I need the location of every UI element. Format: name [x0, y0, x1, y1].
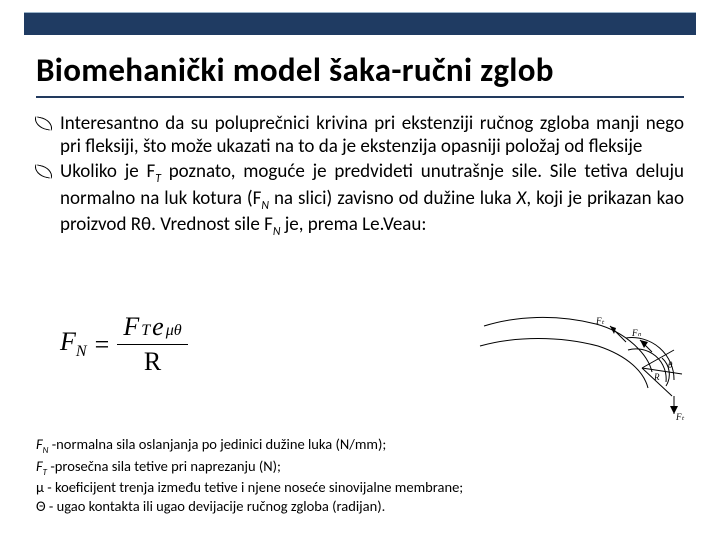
p2-var-x: X [517, 187, 527, 210]
p2-e: je, prema Le.Veau: [280, 213, 426, 236]
bullet-paragraph-2: Ukoliko je FT poznato, moguće je predvid… [36, 160, 684, 238]
legend-l1-F: F [36, 435, 43, 453]
formula-eq: = [95, 330, 110, 360]
slide: Biomehanički model šaka-ručni zglob Inte… [0, 0, 720, 540]
p2-c: na slici) zavisno od dužine luka [269, 187, 517, 210]
decorative-top-stripe [24, 12, 696, 35]
page-title: Biomehanički model šaka-ručni zglob [36, 50, 684, 98]
legend-line-3: μ - koeficijent trenja između tetive i n… [36, 478, 684, 497]
formula-lhs: FN [60, 327, 87, 361]
formula-fraction: FT eμθ R [117, 310, 187, 379]
formula-numerator: FT eμθ [117, 310, 187, 345]
formula-num-e: e [152, 312, 164, 342]
p2-sub-n: N [261, 198, 269, 212]
diagram-label-R: R [653, 372, 660, 382]
legend-l2-F: F [36, 457, 43, 475]
formula-block: FN = FT eμθ R [60, 310, 188, 379]
p2-a: Ukoliko je F [60, 160, 155, 183]
diagram-label-FT-left: Fₜ [595, 316, 604, 326]
body-text: Interesantno da su poluprečnici krivina … [36, 112, 684, 241]
formula-denominator: R [138, 345, 167, 379]
wrist-diagram: θ R Fₙ Fₜ Fₜ [476, 302, 686, 422]
formula-num-F: F [123, 312, 139, 342]
formula-lhs-F: F [60, 327, 76, 356]
bone-outline-bottom [480, 339, 648, 389]
legend-l1-text: -normalna sila oslanjanja po jedinici du… [48, 435, 386, 453]
formula-num-sup: μθ [166, 322, 182, 340]
legend: FN -normalna sila oslanjanja po jedinici… [36, 435, 684, 516]
legend-l2-text: -prosečna sila tetive pri naprezanju (N)… [47, 457, 281, 475]
legend-line-2: FT -prosečna sila tetive pri naprezanju … [36, 457, 684, 479]
legend-line-4: Θ - ugao kontakta ili ugao devijacije ru… [36, 497, 684, 516]
bone-outline-top [484, 317, 652, 372]
formula: FN = FT eμθ R [60, 310, 188, 379]
ft-left-arrow-head [610, 326, 616, 334]
formula-lhs-sub: N [76, 344, 87, 361]
diagram-label-FN: Fₙ [631, 328, 641, 338]
legend-line-1: FN -normalna sila oslanjanja po jedinici… [36, 435, 684, 457]
formula-num-sub: T [141, 322, 150, 340]
bullet-paragraph-1: Interesantno da su poluprečnici krivina … [36, 112, 684, 158]
diagram-label-theta: θ [668, 360, 673, 370]
diagram-label-FT-right: Fₜ [675, 412, 684, 422]
